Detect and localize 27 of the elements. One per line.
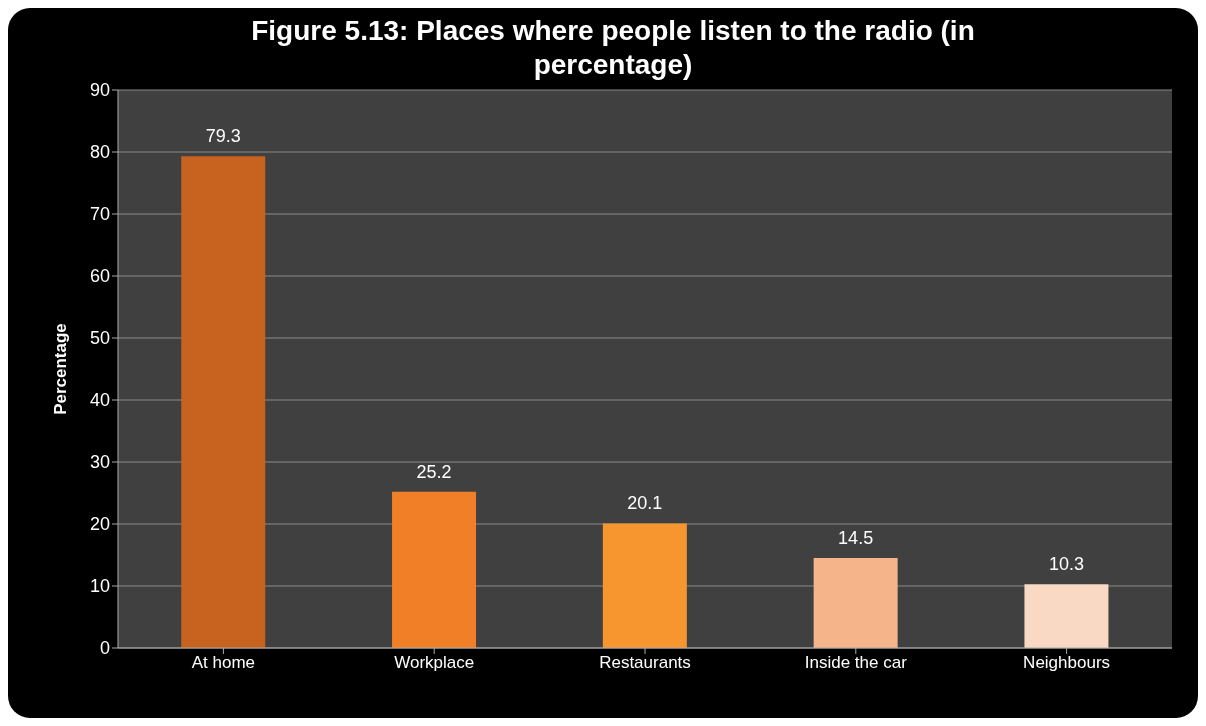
y-axis-title: Percentage [51,323,71,415]
y-tick-label: 40 [89,390,110,411]
y-tick-label: 0 [99,638,110,659]
x-tick-label: Neighbours [1023,653,1111,673]
y-tick-label: 20 [89,514,110,535]
x-tick-label: Inside the car [804,653,908,673]
data-label: 79.3 [205,126,241,147]
data-label: 14.5 [838,528,874,549]
y-tick-label: 90 [89,80,110,101]
bar [1024,584,1109,648]
data-label: 25.2 [416,461,452,482]
bar [813,558,898,648]
y-tick-label: 70 [89,204,110,225]
data-label: 20.1 [627,493,663,514]
bar [392,491,477,648]
data-label: 10.3 [1048,554,1084,575]
y-tick-label: 80 [89,142,110,163]
y-tick-label: 10 [89,576,110,597]
y-tick-label: 30 [89,452,110,473]
x-tick-label: Restaurants [599,653,691,673]
y-tick-label: 50 [89,328,110,349]
x-tick-label: Workplace [394,653,475,673]
bar [181,156,266,648]
x-tick-label: At home [191,653,256,673]
chart-title: Figure 5.13: Places where people listen to the radio (in percentage) [250,14,976,82]
bar [602,523,687,648]
y-tick-label: 60 [89,266,110,287]
